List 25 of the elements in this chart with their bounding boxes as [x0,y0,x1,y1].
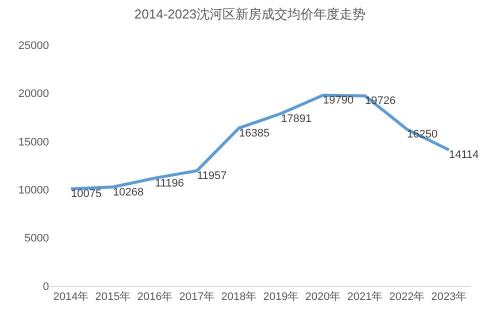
data-label: 19790 [323,94,354,106]
x-tick-label: 2018年 [221,291,257,304]
data-label: 11957 [197,170,227,182]
x-tick-label: 2019年 [263,291,299,304]
x-tick-label: 2021年 [347,291,383,304]
data-label: 11196 [155,177,184,190]
x-tick-label: 2017年 [179,291,215,304]
data-label: 10268 [113,186,144,198]
y-tick-label: 0 [42,280,49,293]
data-label: 10075 [71,188,102,200]
x-tick-label: 2015年 [95,291,131,304]
data-label: 16385 [239,127,270,140]
data-label: 17891 [281,112,312,125]
y-tick-label: 20000 [18,88,49,100]
y-tick-label: 25000 [18,40,49,52]
x-tick-label: 2022年 [389,291,425,304]
chart-title: 2014-2023沈河区新房成交均价年度走势 [134,6,366,22]
x-tick-label: 2014年 [53,291,89,304]
y-tick-label: 15000 [18,136,49,148]
data-label: 14114 [449,149,479,162]
y-tick-label: 10000 [18,184,49,196]
y-tick-label: 5000 [24,232,49,245]
x-tick-label: 2016年 [137,291,173,304]
x-tick-label: 2020年 [305,291,341,304]
x-tick-label: 2023年 [431,291,467,304]
